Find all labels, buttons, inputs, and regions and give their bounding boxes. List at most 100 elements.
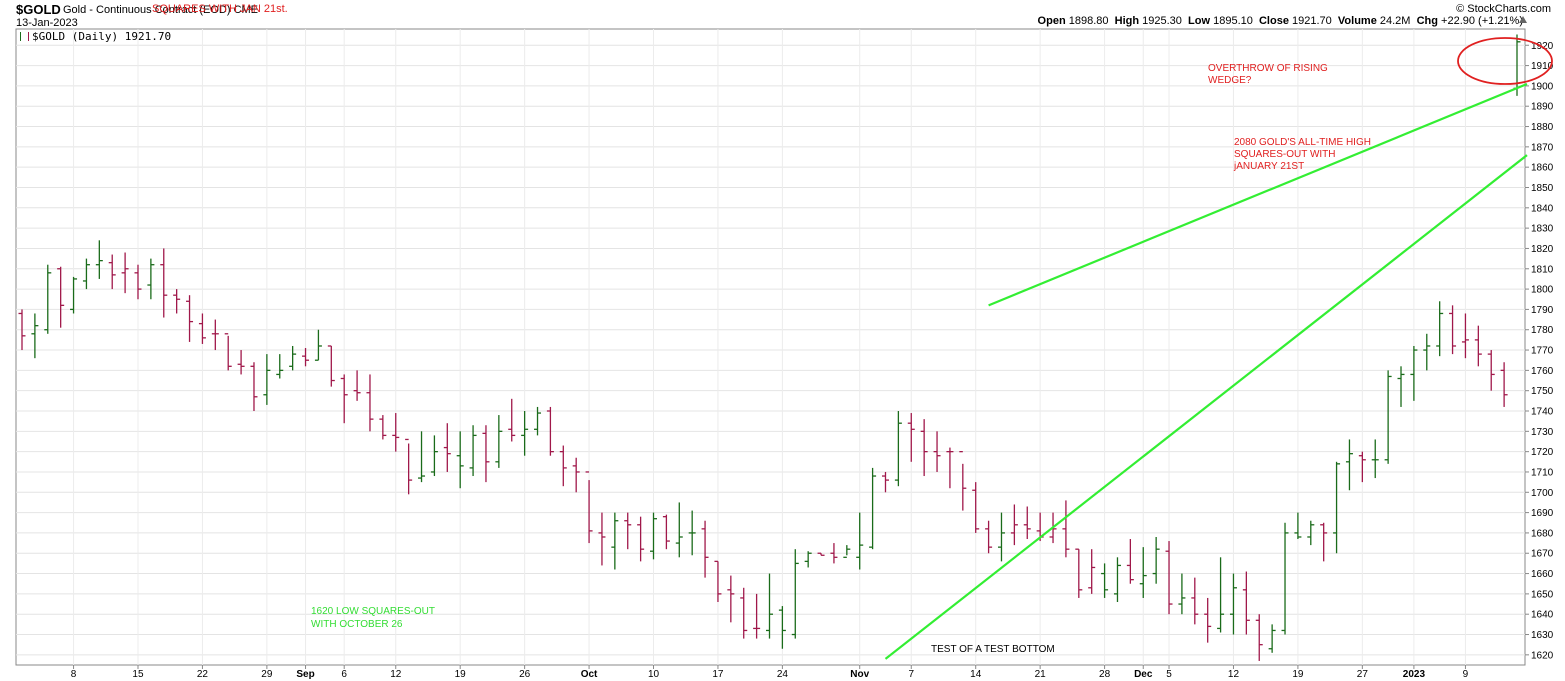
ohlc-bar xyxy=(881,471,889,493)
ohlc-bar xyxy=(650,512,658,560)
ohlc-bar xyxy=(289,345,297,371)
annotation-ath-1: 2080 GOLD'S ALL-TIME HIGH xyxy=(1234,137,1371,148)
legend-text: $GOLD (Daily) 1921.70 xyxy=(32,30,172,43)
y-tick-label: 1800 xyxy=(1531,285,1554,296)
x-tick-label: 28 xyxy=(1099,669,1111,680)
ohlc-bar xyxy=(611,512,619,570)
y-tick-label: 1770 xyxy=(1531,346,1554,357)
y-tick-label: 1630 xyxy=(1531,630,1554,641)
ohlc-bar xyxy=(830,543,838,564)
x-tick-label: Sep xyxy=(296,669,314,680)
ohlc-bar xyxy=(57,266,65,328)
ohlc-bar xyxy=(972,482,980,533)
y-tick-label: 1780 xyxy=(1531,325,1554,336)
ohlc-bar xyxy=(263,354,271,405)
ohlc-bar xyxy=(804,551,812,568)
ohlc-bar xyxy=(340,374,348,424)
ohlc-bar xyxy=(250,362,258,412)
ohlc-bar xyxy=(1217,557,1225,633)
x-tick-label: 24 xyxy=(777,669,789,680)
open-value: 1898.80 xyxy=(1068,15,1109,27)
ohlc-bar xyxy=(727,575,735,623)
ohlc-bar xyxy=(1410,345,1418,401)
ohlc-bar xyxy=(160,248,168,318)
ohlc-bar xyxy=(856,512,864,570)
ohlc-bar xyxy=(637,516,645,562)
annotation-test-bottom: TEST OF A TEST BOTTOM xyxy=(931,644,1055,655)
y-tick-label: 1900 xyxy=(1531,81,1554,92)
ohlc-bar xyxy=(1178,573,1186,615)
ohlc-bar xyxy=(894,411,902,487)
ohlc-bar xyxy=(147,258,155,300)
ohlc-bar xyxy=(907,413,915,462)
ohlc-bar xyxy=(1384,370,1392,464)
ohlc-bar xyxy=(44,264,52,334)
ohlc-bar xyxy=(1139,547,1147,598)
ohlc-bar xyxy=(1487,350,1495,391)
ohlc-bar xyxy=(405,438,413,495)
ohlc-bar xyxy=(1165,541,1173,615)
ohlc-bar xyxy=(1397,366,1405,407)
annotation-overthrow-1: OVERTHROW OF RISING xyxy=(1208,63,1328,74)
ohlc-bar xyxy=(1345,439,1353,491)
ohlc-bar xyxy=(31,313,39,359)
ohlc-bar xyxy=(134,264,142,300)
annotation-ath-2: SQUARES-OUT WITH xyxy=(1234,149,1335,160)
plot-frame xyxy=(15,28,1526,666)
x-tick-label: 9 xyxy=(1463,669,1469,680)
x-tick-label: 15 xyxy=(132,669,144,680)
x-axis: 8 15 22 29 Sep 6 12 19 26 Oct 10 17 24 Nov 7 14 21 28 Dec 5… xyxy=(71,665,1469,680)
volume-label: Volume xyxy=(1337,15,1377,27)
triangle-up-icon[interactable] xyxy=(1519,16,1527,23)
y-tick-label: 1840 xyxy=(1531,203,1554,214)
ohlc-bar xyxy=(1152,536,1160,584)
ohlc-bar xyxy=(108,254,116,290)
ohlc-bar xyxy=(534,406,542,436)
annotation-overthrow-2: WEDGE? xyxy=(1208,75,1252,86)
y-tick-label: 1720 xyxy=(1531,447,1554,458)
ohlc-bar xyxy=(211,319,219,351)
ohlc-bar xyxy=(920,419,928,477)
x-tick-label: 19 xyxy=(1292,669,1304,680)
ohlc-bar xyxy=(662,514,670,550)
ohlc-bar xyxy=(482,425,490,483)
ohlc-bar xyxy=(869,467,877,550)
ohlc-bar xyxy=(495,415,503,468)
y-tick-label: 1620 xyxy=(1531,650,1554,661)
ohlc-bar xyxy=(18,309,26,351)
y-tick-label: 1660 xyxy=(1531,569,1554,580)
ohlc-bar xyxy=(1010,504,1018,546)
y-tick-label: 1870 xyxy=(1531,142,1554,153)
ohlc-bar xyxy=(701,520,709,578)
ohlc-bar xyxy=(302,348,310,367)
ohlc-bar xyxy=(1371,439,1379,479)
volume-value: 24.2M xyxy=(1379,15,1411,27)
y-tick-label: 1740 xyxy=(1531,407,1554,418)
x-tick-label: 22 xyxy=(197,669,209,680)
x-tick-label: 29 xyxy=(261,669,273,680)
x-tick-label: 12 xyxy=(390,669,402,680)
x-tick-label: Oct xyxy=(581,669,598,680)
ohlc-bar xyxy=(1436,301,1444,357)
ohlc-bar xyxy=(997,512,1005,562)
ohlc-bar xyxy=(1281,522,1289,635)
ohlc-bar xyxy=(366,374,374,432)
close-label: Close xyxy=(1258,15,1289,27)
ohlc-bar xyxy=(959,450,967,511)
ohlc-bar xyxy=(1191,577,1199,625)
ohlc-bar xyxy=(1101,563,1109,598)
legend-label: $GOLD (Daily) 1921.70 xyxy=(20,30,171,43)
ohlc-bar xyxy=(753,593,761,639)
ohlc-bar xyxy=(392,413,400,452)
ohlc-bar xyxy=(121,252,129,294)
ohlc-bar xyxy=(1268,624,1276,653)
ohlc-bar xyxy=(1113,557,1121,603)
ohlc-bar xyxy=(688,510,696,556)
ohlc-bar xyxy=(933,431,941,472)
ohlc-bar xyxy=(1500,362,1508,407)
y-tick-label: 1710 xyxy=(1531,467,1554,478)
ohlc-bar xyxy=(1088,549,1096,594)
ohlc-bar xyxy=(418,431,426,483)
ohlc-bar xyxy=(675,502,683,558)
